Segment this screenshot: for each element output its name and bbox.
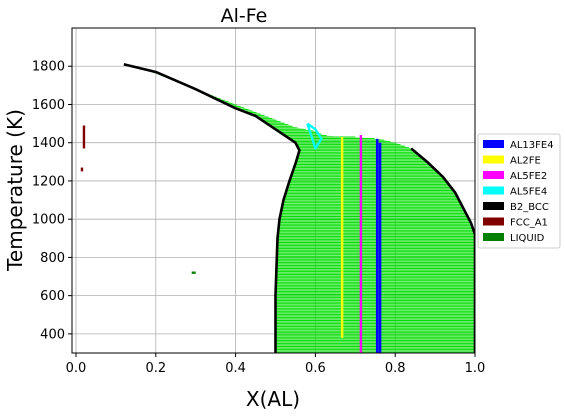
- x-tick-label: 1.0: [465, 361, 486, 376]
- y-tick-label: 1800: [32, 60, 65, 75]
- y-tick-label: 1400: [32, 136, 65, 151]
- legend-swatch: [483, 202, 504, 210]
- y-tick-label: 400: [40, 327, 65, 342]
- x-tick-label: 0.8: [385, 361, 406, 376]
- x-tick-label: 0.2: [145, 361, 166, 376]
- x-tick-label: 0.0: [66, 361, 87, 376]
- y-tick-label: 1000: [32, 213, 65, 228]
- legend-label: LIQUID: [510, 233, 545, 244]
- legend-swatch: [483, 140, 504, 148]
- legend-swatch: [483, 171, 504, 179]
- legend-label: B2_BCC: [510, 202, 549, 213]
- legend-label: FCC_A1: [510, 218, 548, 229]
- y-axis-label: Temperature (K): [3, 109, 27, 272]
- legend-swatch: [483, 156, 504, 164]
- legend-label: AL5FE4: [510, 187, 547, 198]
- x-axis-label: X(AL): [246, 387, 300, 411]
- x-tick-label: 0.4: [225, 361, 246, 376]
- y-axis-ticks: 400 600 800 1000 1200 1400 1600 1800: [32, 60, 72, 343]
- y-tick-label: 800: [40, 251, 65, 266]
- legend-label: AL13FE4: [510, 140, 554, 151]
- legend-label: AL2FE: [510, 156, 541, 167]
- chart-title: Al-Fe: [221, 5, 268, 27]
- legend-label: AL5FE2: [510, 171, 547, 182]
- legend-swatch: [483, 218, 504, 226]
- x-tick-label: 0.6: [305, 361, 326, 376]
- legend-swatch: [483, 233, 504, 241]
- x-axis-ticks: 0.0 0.2 0.4 0.6 0.8 1.0: [66, 353, 486, 376]
- legend: AL13FE4 AL2FE AL5FE2 AL5FE4 B2_BCC FCC_A1 LIQU…: [478, 134, 560, 248]
- y-tick-label: 1600: [32, 98, 65, 113]
- y-tick-label: 600: [40, 289, 65, 304]
- legend-swatch: [483, 187, 504, 195]
- y-tick-label: 1200: [32, 174, 65, 189]
